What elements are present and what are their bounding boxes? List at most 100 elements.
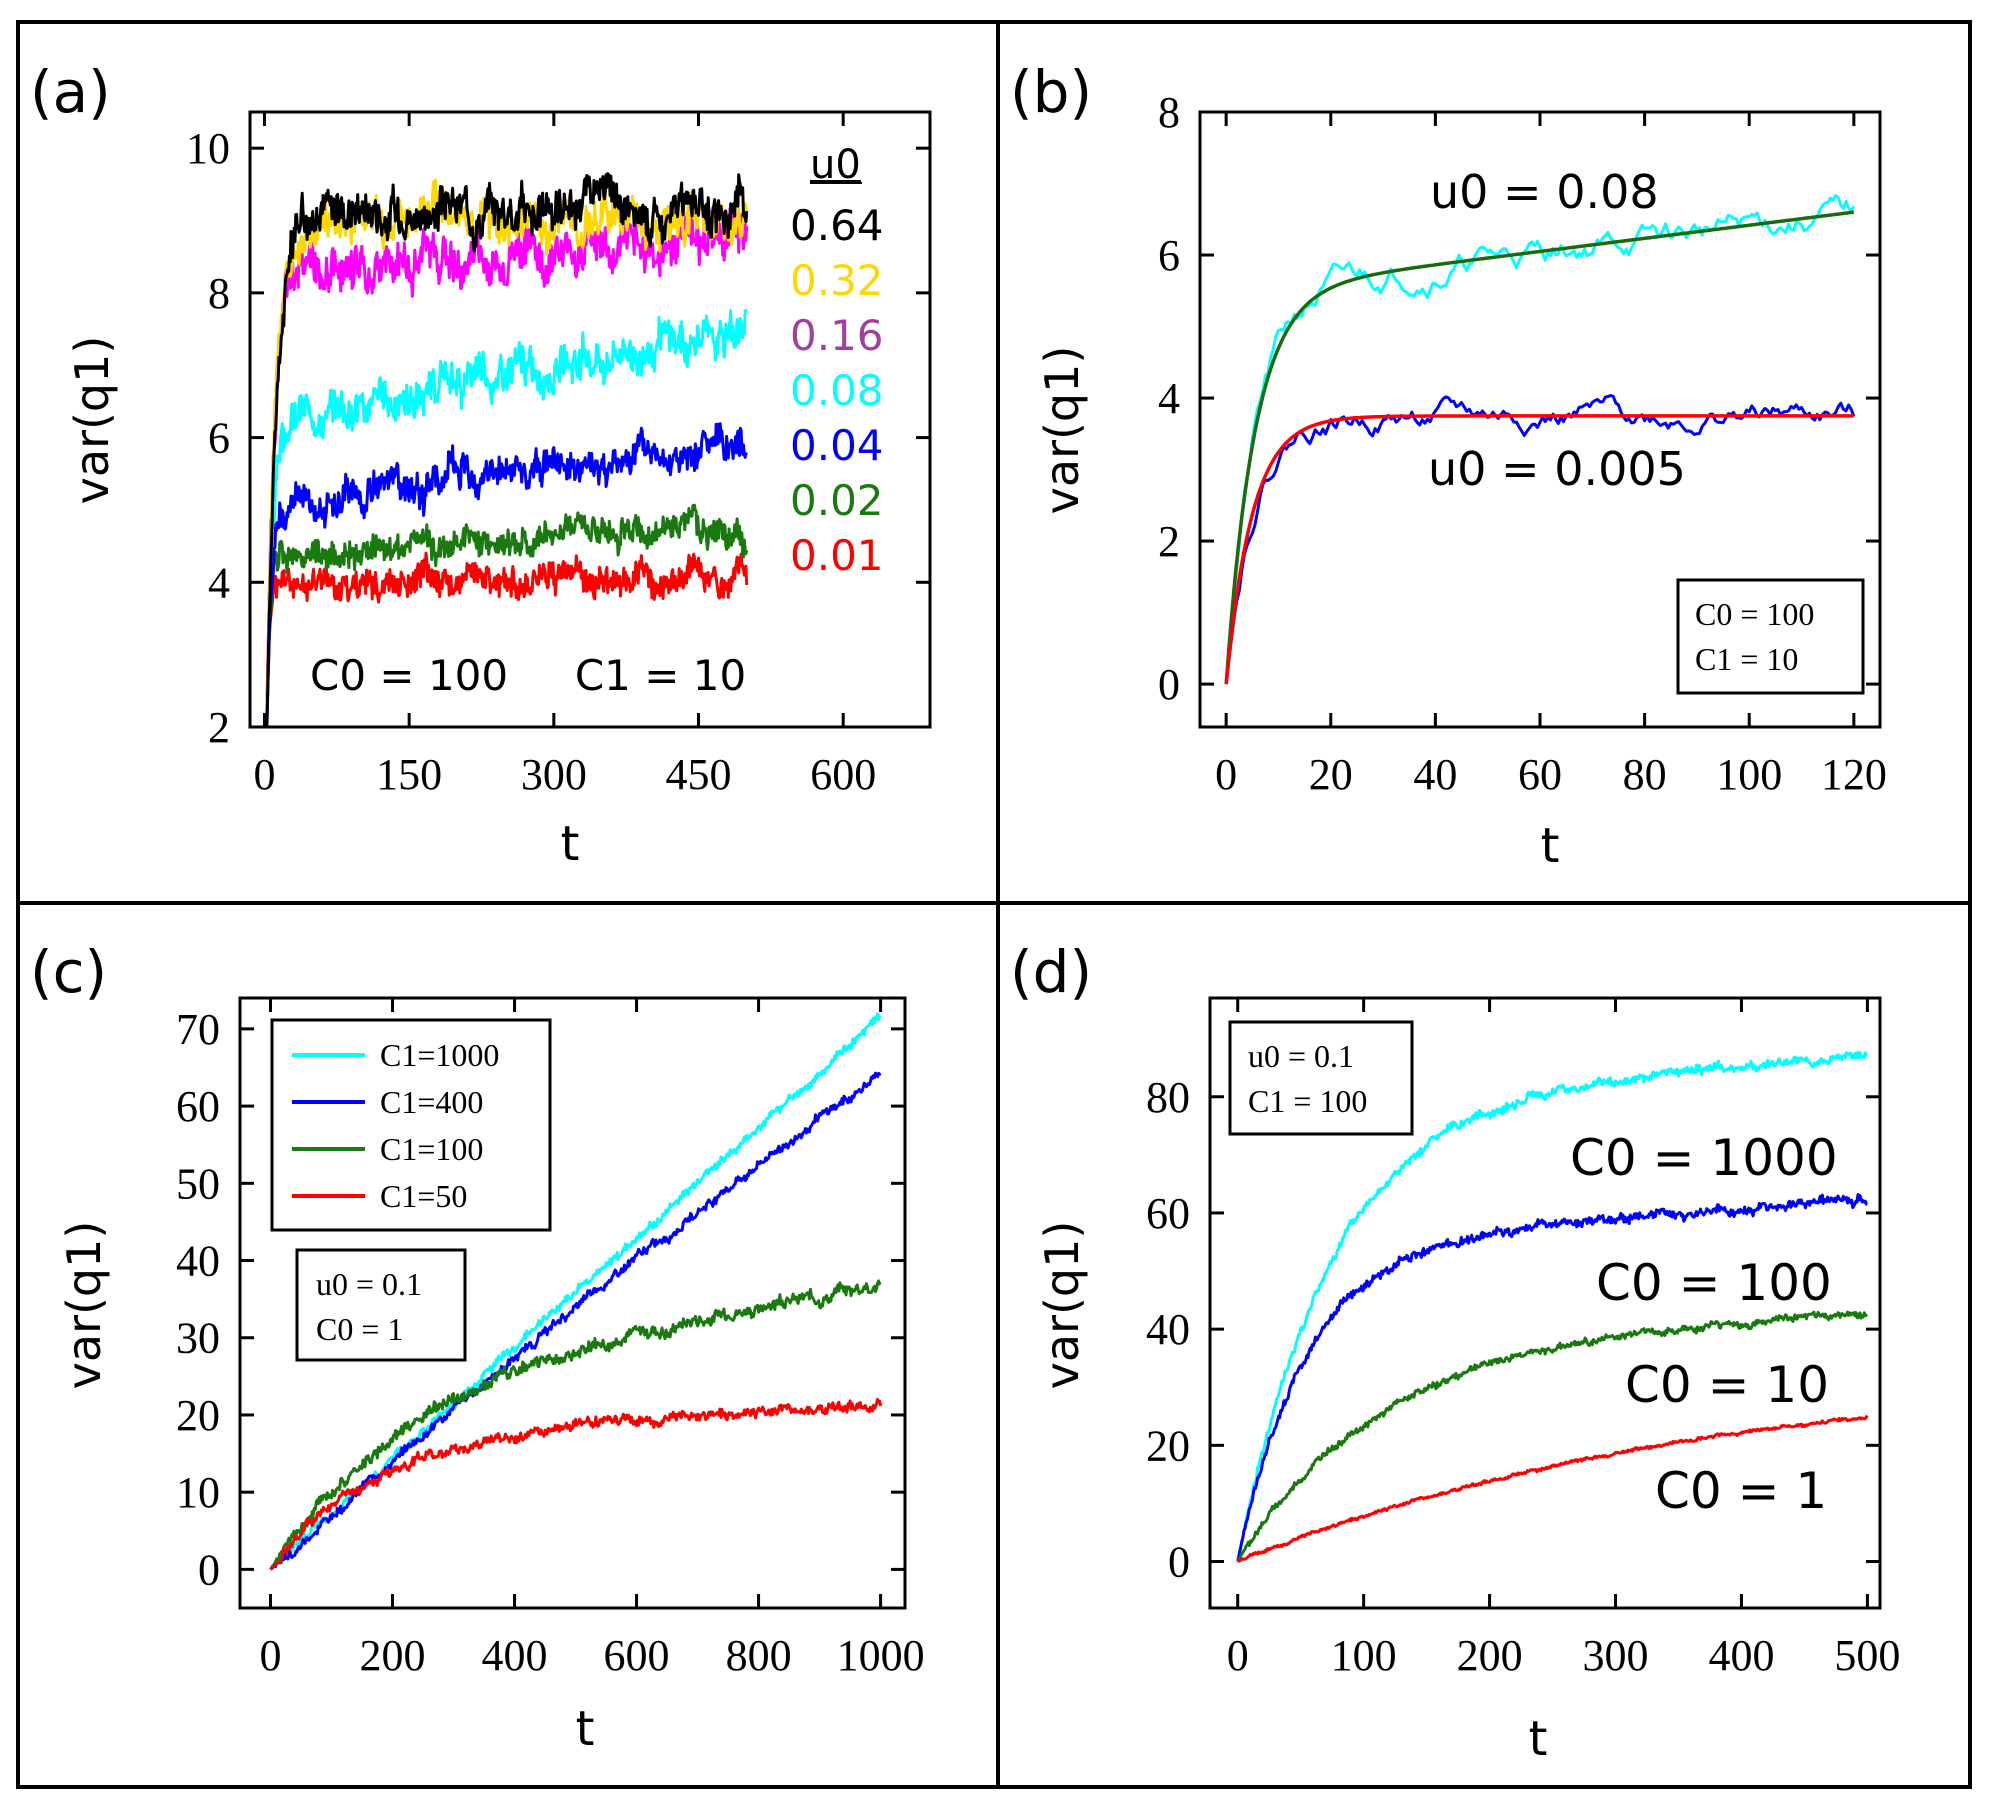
panel-b-xlabel: t [1541,818,1560,874]
panel-d-xlabel: t [1529,1711,1548,1767]
ytick-label-c-7: 70 [176,1005,220,1054]
ytick-label-b-1: 2 [1158,517,1180,566]
panel-c-ylabel: var(q1) [57,1221,111,1390]
ytick-label-d-2: 40 [1146,1305,1190,1354]
ytick-label-a-0: 2 [208,703,230,752]
xtick-label-c-0: 0 [260,1631,282,1680]
legend-a-item-2: 0.16 [790,311,884,360]
panel-a: (a) 0 150 300 450 600 2 4 6 8 10 t var(q1) u0 0.6… [30,58,932,872]
series-b-3 [1224,414,1854,685]
panel-d-param-c1: C1 = 100 [1248,1083,1367,1119]
panel-a-ticks: 0 150 300 450 600 2 4 6 8 10 [186,112,930,799]
panel-d-label: (d) [1010,938,1092,1006]
ytick-label-b-2: 4 [1158,374,1180,423]
xtick-label-d-1: 100 [1331,1631,1397,1680]
panel-c-axes-frame [238,996,907,1610]
panel-a-axes-frame [248,110,932,729]
legend-a-item-4: 0.04 [790,421,884,470]
panel-b-label-u0-0005: u0 = 0.005 [1428,442,1686,496]
series-b-0 [1224,194,1856,685]
series-d-0 [1236,1051,1868,1562]
panel-a-ylabel: var(q1) [65,336,119,505]
panel-b-label-u0-008: u0 = 0.08 [1430,165,1659,219]
panel-d-param-box [1228,1020,1414,1136]
xtick-label-d-0: 0 [1227,1631,1249,1680]
legend-a-item-3: 0.08 [790,366,884,415]
series-c-2 [269,1279,882,1571]
legend-a-item-6: 0.01 [790,531,884,580]
ytick-label-c-2: 20 [176,1391,220,1440]
legend-c-label-3: C1=50 [380,1178,467,1214]
panel-d-label-c0-1: C0 = 1 [1655,1462,1827,1520]
xtick-label-d-4: 400 [1708,1631,1774,1680]
xtick-label-a-3: 450 [666,750,732,799]
legend-a-item-1: 0.32 [790,256,884,305]
series-d-3 [1237,1415,1869,1563]
ytick-label-d-3: 60 [1146,1189,1190,1238]
legend-c-label-0: C1=1000 [380,1037,499,1073]
xtick-label-c-1: 200 [360,1631,426,1680]
series-a-2 [265,422,749,727]
xtick-label-b-2: 40 [1413,750,1457,799]
xtick-label-b-3: 60 [1518,750,1562,799]
legend-c-label-2: C1=100 [380,1131,483,1167]
panel-c-label: (c) [30,938,107,1006]
panel-c-param-c0: C0 = 1 [316,1311,403,1347]
panel-a-plot: 0 150 300 450 600 2 4 6 8 10 [186,110,932,799]
series-b-1 [1224,210,1855,685]
ytick-label-c-4: 40 [176,1237,220,1286]
ytick-label-c-0: 0 [198,1545,220,1594]
series-d-1 [1236,1193,1868,1562]
panel-b-param-c0: C0 = 100 [1695,596,1814,632]
panel-d-ticks: 0 100 200 300 400 500 0 20 40 60 80 [1146,998,1900,1680]
panel-c-legend: C1=1000 C1=400 C1=100 C1=50 [292,1037,499,1214]
panel-c-xlabel: t [576,1701,595,1757]
panel-c-param-u0: u0 = 0.1 [316,1266,422,1302]
panel-c-plot-area [269,1012,883,1571]
panel-a-plot-area [265,172,749,727]
ytick-label-a-2: 6 [208,414,230,463]
xtick-label-a-4: 600 [810,750,876,799]
legend-a-item-0: 0.64 [790,201,884,250]
panel-c: (c) 0 200 400 600 800 1000 0 10 20 30 40 50 60 70 t v… [30,938,925,1757]
panel-b-label: (b) [1010,58,1092,126]
panel-d-plot-area [1236,1051,1869,1563]
panel-a-xlabel: t [561,816,580,872]
series-a-0 [265,551,749,727]
panel-b-ylabel: var(q1) [1035,346,1089,515]
xtick-label-c-3: 600 [604,1631,670,1680]
xtick-label-a-2: 300 [521,750,587,799]
xtick-label-d-5: 500 [1834,1631,1900,1680]
xtick-label-b-6: 120 [1821,750,1887,799]
series-c-3 [269,1397,883,1571]
ytick-label-c-6: 60 [176,1082,220,1131]
ytick-label-a-3: 8 [208,269,230,318]
xtick-label-b-5: 100 [1716,750,1782,799]
panel-b-plot-area [1224,194,1856,685]
xtick-label-b-1: 20 [1309,750,1353,799]
panel-a-annotation: C0 = 100 C1 = 10 [310,651,746,700]
series-d-2 [1236,1310,1868,1563]
xtick-label-c-4: 800 [726,1631,792,1680]
xtick-label-c-2: 400 [482,1631,548,1680]
series-a-3 [265,308,748,727]
panel-a-legend-title: u0 [810,142,861,188]
ytick-label-a-1: 4 [208,558,230,607]
xtick-label-b-4: 80 [1623,750,1667,799]
ytick-label-c-1: 10 [176,1468,220,1517]
panel-d-label-c0-100: C0 = 100 [1596,1254,1832,1312]
panel-a-label: (a) [30,58,111,126]
legend-c-label-1: C1=400 [380,1084,483,1120]
ytick-label-b-4: 8 [1158,88,1180,137]
xtick-label-b-0: 0 [1215,750,1237,799]
legend-a-item-5: 0.02 [790,476,884,525]
xtick-label-d-3: 300 [1583,1631,1649,1680]
series-c-1 [269,1071,882,1571]
panel-b-ticks: 0 20 40 60 80 100 120 0 2 4 6 8 [1158,88,1887,799]
panel-d-param-u0: u0 = 0.1 [1248,1038,1354,1074]
ytick-label-c-3: 30 [176,1314,220,1363]
ytick-label-a-4: 10 [186,124,230,173]
panel-d-ylabel: var(q1) [1035,1221,1089,1390]
panel-d-label-c0-10: C0 = 10 [1625,1356,1829,1414]
